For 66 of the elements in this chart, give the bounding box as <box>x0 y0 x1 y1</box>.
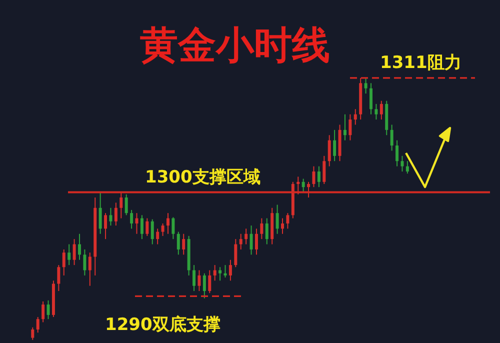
candlestick <box>109 207 112 226</box>
candlestick <box>57 264 60 292</box>
candlestick <box>213 264 216 282</box>
candlestick <box>42 300 45 323</box>
candlestick <box>400 155 404 172</box>
candlestick <box>348 114 352 141</box>
candlestick <box>364 77 368 94</box>
candlestick <box>104 212 108 240</box>
candlestick <box>72 238 76 266</box>
ref-line-label: 1300支撑区域 <box>145 167 260 188</box>
candlestick <box>172 216 175 240</box>
candlestick <box>114 202 118 226</box>
candlestick <box>302 178 305 193</box>
candlestick <box>228 259 232 282</box>
candlestick <box>250 225 253 256</box>
candlestick <box>88 252 92 286</box>
candlestick <box>322 155 326 184</box>
candlestick <box>83 248 86 276</box>
candlestick <box>166 212 170 234</box>
candlestick <box>224 264 227 278</box>
candlestick <box>140 214 144 240</box>
candlestick <box>234 238 238 268</box>
candlestick <box>281 218 284 234</box>
text: 黄金小时线 <box>140 22 330 67</box>
candlestick <box>192 264 196 292</box>
candlestick <box>208 270 212 294</box>
candlestick <box>343 114 346 141</box>
candlestick <box>202 272 206 299</box>
candlestick <box>333 129 336 162</box>
candlestick <box>68 244 71 266</box>
candlestick <box>198 270 201 292</box>
candlestick <box>390 124 394 152</box>
candlestick <box>78 233 81 260</box>
candlestick <box>124 194 128 216</box>
candlestick <box>62 248 66 276</box>
candlestick <box>254 228 258 256</box>
candlestick <box>374 103 378 120</box>
candlestick <box>276 204 279 234</box>
candlestick <box>354 108 357 126</box>
candlestick <box>156 228 160 245</box>
candlestick <box>46 300 50 320</box>
candlestick <box>328 134 331 167</box>
candlestick <box>370 82 372 115</box>
candlestick <box>286 212 290 230</box>
candlestick <box>260 218 264 240</box>
candlestick <box>31 326 34 340</box>
candlestick <box>218 266 222 282</box>
candlestick <box>182 233 186 256</box>
candlestick <box>135 212 138 234</box>
candlestick <box>161 222 164 236</box>
candlestick <box>239 233 242 250</box>
candlestick <box>317 166 320 188</box>
ref-line-label: 1311阻力 <box>380 52 462 73</box>
ref-line-label: 1290双底支撑 <box>105 315 220 336</box>
candlestick <box>396 140 399 167</box>
candlestick <box>406 160 409 174</box>
candlestick <box>36 316 40 334</box>
candlestick <box>380 100 383 120</box>
candlestick <box>146 218 149 236</box>
candlestick <box>176 231 180 256</box>
candlestick <box>150 218 154 245</box>
candlestick <box>98 192 102 234</box>
candlestick <box>244 228 248 245</box>
candlestick <box>130 209 134 230</box>
candlestick <box>312 166 316 188</box>
candlestick <box>265 218 268 245</box>
